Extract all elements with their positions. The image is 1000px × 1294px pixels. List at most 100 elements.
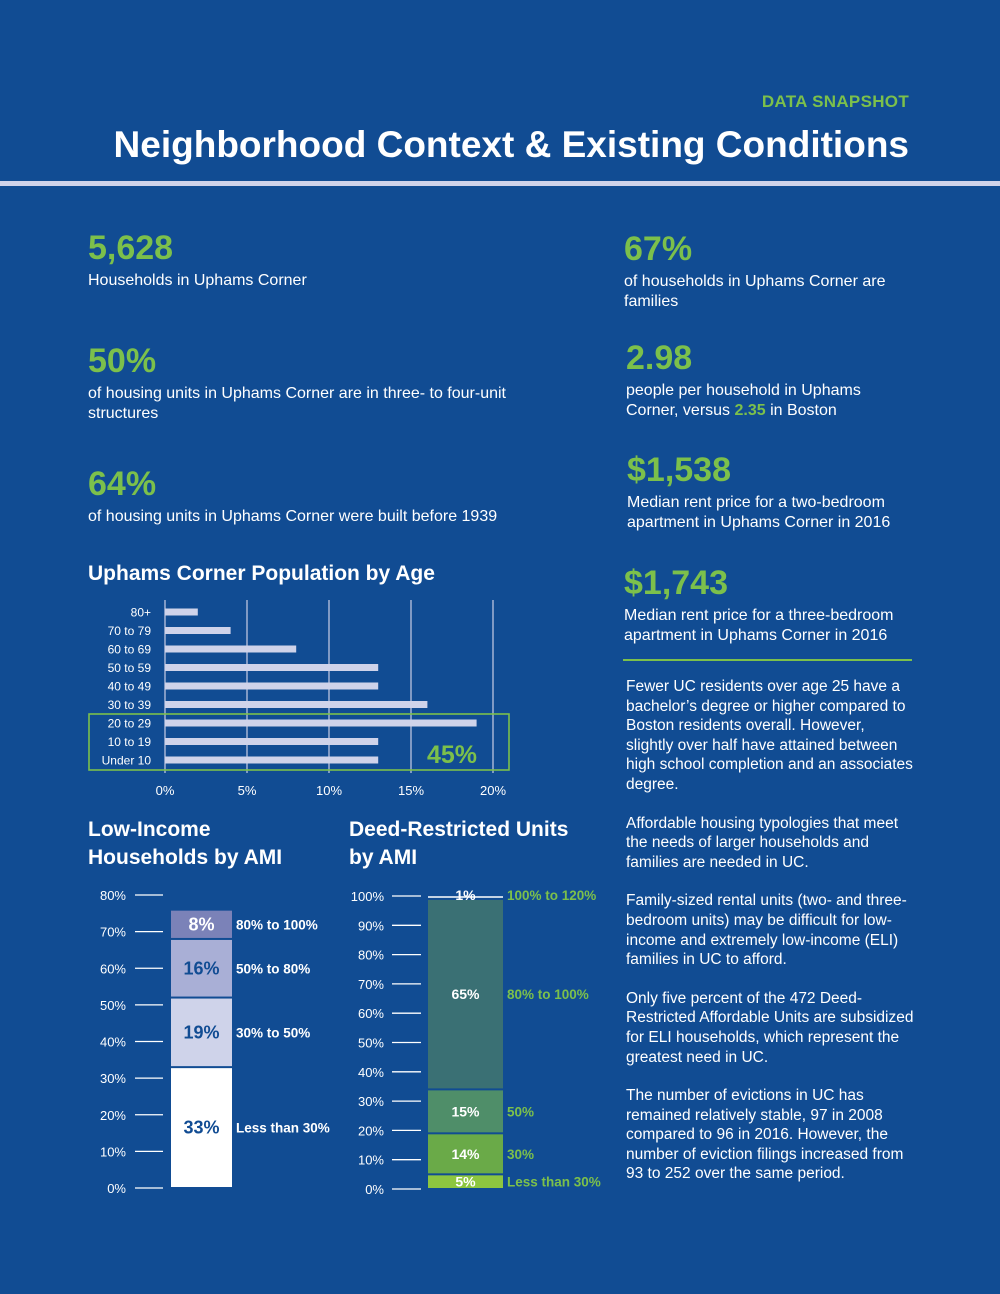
page-title: Neighborhood Context & Existing Conditio… [113,124,909,165]
lowincome-y-tick-label: 10% [100,1144,126,1159]
age-bar [165,682,379,690]
paragraph-evictions: The number of evictions in UC has remain… [626,1087,904,1183]
deed-y-tick-label: 30% [358,1094,384,1109]
deed-bar-segment [428,1134,503,1174]
deed-y-tick-label: 60% [358,1006,384,1021]
section-kicker: DATA SNAPSHOT [761,92,909,111]
stat-value: 5,628 [88,229,174,267]
age-x-tick-label: 10% [316,783,342,798]
deed-segment-name: 30% [507,1147,534,1162]
age-bar [165,719,477,727]
age-category-label: 80+ [131,606,151,620]
stat-label-after: in Boston [765,402,837,419]
stat-label: people per household in Uphams Corner, v… [626,381,916,421]
stat-value: $1,743 [624,564,728,602]
stat-value: 50% [88,342,157,380]
lowincome-y-tick-label: 80% [100,888,126,903]
stat-label: Median rent price for a two-bedroom apar… [627,494,891,531]
age-bar [165,701,428,708]
lowincome-y-tick-label: 0% [107,1181,126,1196]
deed-chart-title: Deed-Restricted Units by AMI [349,816,568,872]
age-highlight-label: 45% [427,741,477,769]
lowincome-title-line2: Households by AMI [88,846,283,869]
lowincome-chart-title: Low-Income Households by AMI [88,816,282,872]
age-chart-title: Uphams Corner Population by Age [88,562,435,585]
paragraph-housing-typologies: Affordable housing typologies that meet … [626,814,899,871]
lowincome-segment-value: 19% [183,1022,219,1042]
age-x-tick-label: 15% [398,783,424,798]
right-column-divider [623,659,912,661]
lowincome-segment-value: 33% [183,1118,219,1138]
lowincome-bar-segment [171,939,232,997]
deed-title-line1: Deed-Restricted Units [349,818,569,841]
age-bar [165,608,198,616]
deed-segment-name: 80% to 100% [507,987,589,1002]
deed-y-tick-label: 10% [358,1153,384,1168]
age-x-tick-label: 5% [238,783,257,798]
deed-y-tick-label: 80% [358,948,384,963]
deed-segment-value: 14% [451,1146,480,1162]
deed-bar-segment [428,1175,503,1188]
age-category-label: 70 to 79 [108,624,152,638]
stat-rent-three-bedroom: $1,743 Median rent price for a three-bed… [624,566,914,646]
lowincome-y-tick-label: 60% [100,961,126,976]
stat-label: Median rent price for a three-bedroom ap… [624,607,894,644]
age-chart: 0% 5% 10% 15% 20% 80+ 70 to 79 60 to 69 50 to 59… [88,600,510,798]
stat-label-before: people per household in Uphams Corner, v… [626,382,861,419]
paragraph-education: Fewer UC residents over age 25 have a ba… [626,678,913,793]
age-category-label: 50 to 59 [108,661,152,675]
lowincome-bar-segment [171,1068,232,1187]
lowincome-chart: 0% 10% 20% 30% 40% 50% 60% 70% 80% 33% Less than 3… [100,888,330,1196]
deed-y-tick-label: 40% [358,1065,384,1080]
lowincome-y-tick-label: 40% [100,1035,126,1050]
lowincome-y-tick-label: 20% [100,1108,126,1123]
age-bar [165,627,231,634]
deed-segment-value: 5% [455,1174,476,1190]
deed-segment-name: 100% to 120% [507,888,596,903]
stat-unit-structures: 50% of housing units in Uphams Corner ar… [88,344,508,424]
stat-people-per-household: 2.98 people per household in Uphams Corn… [626,341,916,421]
lowincome-segment-name: 50% to 80% [236,961,310,976]
age-x-tick-label: 0% [156,783,175,798]
stat-families: 67% of households in Uphams Corner are f… [624,232,914,312]
age-category-label: 20 to 29 [108,717,152,731]
lowincome-segment-name: 80% to 100% [236,917,318,932]
age-highlight-box [88,713,510,771]
stat-label: Households in Uphams Corner [88,272,307,289]
stat-households: 5,628 Households in Uphams Corner [88,231,528,291]
deed-segment-value: 65% [451,986,480,1002]
context-paragraphs: Fewer UC residents over age 25 have a ba… [626,677,916,1203]
age-category-label: 40 to 49 [108,680,152,694]
deed-segment-value: 1% [455,887,476,903]
age-category-label: 10 to 19 [108,735,152,749]
age-category-label: 30 to 39 [108,698,152,712]
age-x-tick-label: 20% [480,783,506,798]
deed-y-tick-label: 90% [358,918,384,933]
age-category-label: Under 10 [102,754,152,768]
stat-label: of housing units in Uphams Corner were b… [88,508,498,525]
deed-y-tick-label: 70% [358,977,384,992]
lowincome-segment-name: Less than 30% [236,1121,330,1136]
age-bar [165,738,379,745]
boston-comparison: 2.35 [734,402,766,419]
stat-value: 2.98 [626,339,693,377]
deed-segment-name: 50% [507,1104,534,1119]
age-bar [165,756,379,764]
stat-value: $1,538 [627,451,731,489]
paragraph-deed-restricted: Only five percent of the 472 Deed-Restri… [626,989,914,1066]
deed-y-tick-label: 0% [365,1182,384,1197]
lowincome-bar-segment [171,910,232,938]
title-divider [0,181,1000,186]
stat-built-before-1939: 64% of housing units in Uphams Corner we… [88,467,528,527]
age-bar [165,664,379,671]
deed-segment-name: Less than 30% [507,1175,601,1190]
age-bar [165,645,297,653]
lowincome-title-line1: Low-Income [88,818,211,841]
lowincome-segment-value: 8% [188,914,214,934]
lowincome-y-tick-label: 30% [100,1071,126,1086]
lowincome-y-tick-label: 50% [100,998,126,1013]
stat-rent-two-bedroom: $1,538 Median rent price for a two-bedro… [627,453,917,533]
lowincome-bar-segment [171,998,232,1067]
deed-y-tick-label: 50% [358,1036,384,1051]
deed-segment-value: 15% [451,1103,480,1119]
